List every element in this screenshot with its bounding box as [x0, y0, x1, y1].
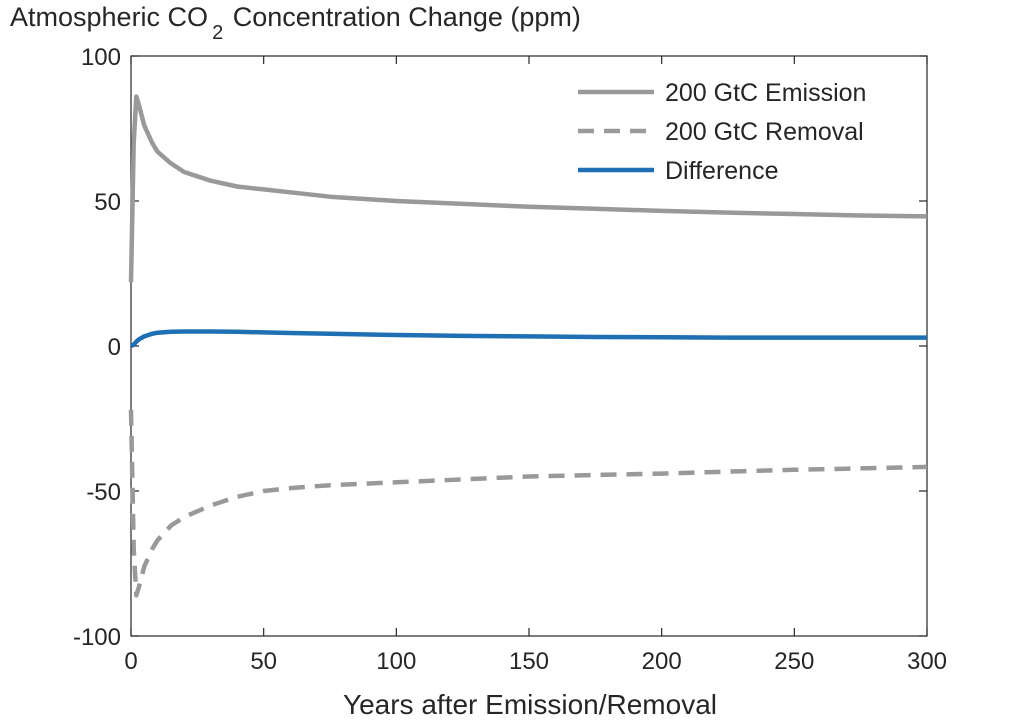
emission-line	[128, 94, 928, 283]
x-tick-label: 100	[376, 648, 416, 675]
legend-label-emission: 200 GtC Emission	[665, 79, 866, 107]
x-tick-label: 0	[124, 648, 137, 675]
axis-ticks: 0 50 100 150 200 250 300 -100 -50 0 50 100	[73, 44, 947, 675]
legend-label-removal: 200 GtC Removal	[665, 118, 864, 146]
chart-title-rest: Concentration Change (ppm)	[225, 2, 581, 32]
y-tick-label: -100	[73, 624, 121, 651]
y-tick-label: 0	[108, 334, 121, 361]
y-tick-label: 50	[94, 189, 121, 216]
chart-title: Atmospheric CO2 Concentration Change (pp…	[10, 2, 581, 44]
x-axis-label: Years after Emission/Removal	[343, 689, 717, 720]
legend-label-difference: Difference	[665, 157, 779, 185]
x-tick-label: 300	[907, 648, 947, 675]
x-tick-label: 150	[509, 648, 549, 675]
x-tick-label: 250	[774, 648, 814, 675]
difference-line	[129, 329, 927, 348]
y-tick-label: -50	[86, 479, 121, 506]
data-series	[128, 94, 928, 598]
chart-title-subscript: 2	[212, 22, 223, 44]
removal-line	[128, 409, 928, 598]
legend: 200 GtC Emission 200 GtC Removal Differe…	[578, 79, 866, 185]
chart-title-main: Atmospheric CO	[10, 2, 208, 32]
x-tick-label: 200	[642, 648, 682, 675]
x-tick-label: 50	[250, 648, 277, 675]
y-tick-label: 100	[81, 44, 121, 71]
